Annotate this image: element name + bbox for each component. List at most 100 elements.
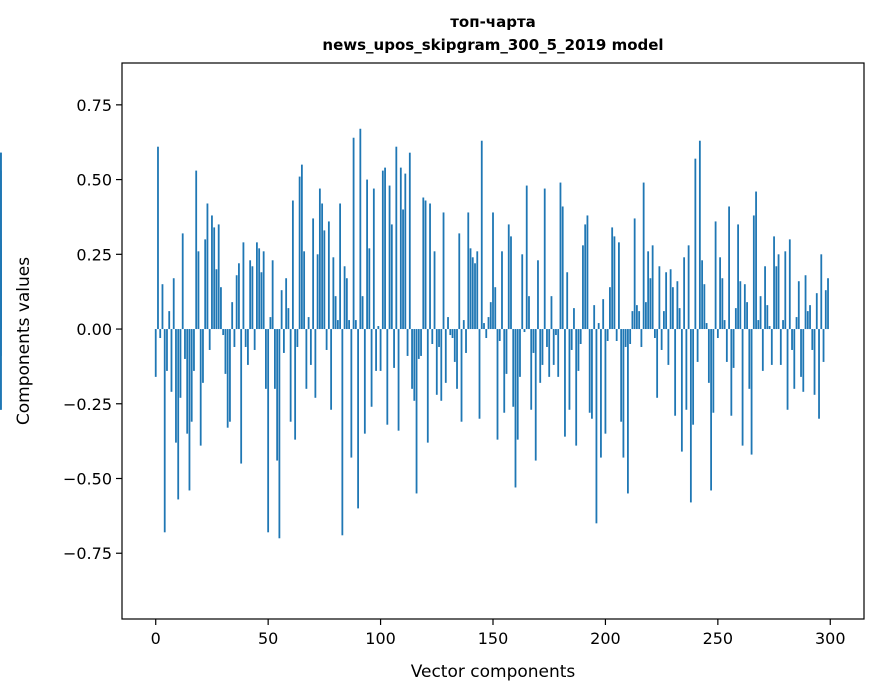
bar — [316, 254, 319, 330]
bar — [674, 329, 677, 416]
x-tick-label: 250 — [703, 629, 734, 648]
bar — [309, 329, 312, 365]
bar — [467, 212, 470, 330]
bar — [550, 296, 553, 330]
bar — [570, 329, 573, 350]
bar — [483, 323, 485, 330]
bar — [157, 146, 159, 330]
y-tick-label: −0.50 — [63, 470, 112, 489]
bar — [256, 242, 258, 330]
bar — [653, 329, 656, 339]
bar — [361, 296, 364, 330]
bar — [822, 329, 825, 362]
bar — [622, 329, 625, 458]
bar — [238, 263, 240, 330]
bar — [791, 329, 793, 350]
bar — [462, 320, 465, 330]
bar — [233, 329, 236, 347]
bar — [645, 302, 647, 330]
bar — [159, 329, 162, 339]
bar — [285, 278, 288, 330]
bar — [312, 218, 315, 330]
y-tick-label: 0.25 — [76, 245, 112, 264]
bar — [440, 329, 443, 401]
bar — [541, 329, 544, 365]
bar — [707, 329, 710, 383]
bar — [764, 266, 766, 330]
bar — [759, 296, 762, 330]
bar — [247, 329, 249, 365]
bar — [307, 317, 310, 330]
bar — [773, 236, 775, 330]
bar — [606, 329, 609, 341]
bar — [786, 329, 789, 410]
bar — [215, 269, 218, 330]
bar — [602, 299, 605, 330]
bar — [399, 167, 402, 330]
bar — [505, 329, 508, 374]
bar — [534, 329, 537, 461]
bar — [680, 329, 683, 452]
bar — [671, 287, 674, 330]
y-tick-label: 0.50 — [76, 171, 112, 190]
bar — [737, 224, 739, 330]
bar — [757, 320, 760, 330]
bar — [413, 329, 416, 401]
x-tick-label: 100 — [365, 629, 396, 648]
bar — [190, 329, 193, 422]
bar — [611, 227, 614, 330]
bar — [800, 329, 802, 377]
bar — [568, 329, 571, 410]
bar — [827, 278, 829, 330]
bars-group — [0, 128, 829, 539]
bar — [636, 305, 638, 330]
bar — [523, 329, 526, 333]
bar — [656, 329, 659, 398]
bar — [564, 329, 566, 437]
bar — [809, 305, 811, 330]
bar — [300, 164, 303, 330]
bar — [593, 305, 596, 330]
bar — [235, 275, 238, 330]
bar — [667, 329, 670, 365]
bar — [274, 329, 276, 389]
bar — [240, 329, 243, 464]
bar — [647, 251, 650, 330]
bar — [341, 329, 344, 536]
bar — [512, 329, 515, 407]
bar — [694, 158, 697, 330]
bar — [514, 329, 517, 488]
bar — [582, 245, 584, 330]
bar — [460, 329, 463, 422]
bar — [575, 329, 578, 446]
bar — [746, 302, 748, 330]
plot-area-frame — [121, 62, 865, 620]
bar — [618, 242, 620, 330]
bar — [732, 329, 735, 368]
bar — [442, 212, 445, 330]
bar — [516, 329, 519, 440]
bar — [327, 221, 330, 330]
bar — [649, 278, 652, 330]
bar — [577, 329, 580, 371]
bar — [595, 329, 598, 524]
bar — [433, 251, 436, 330]
bar — [716, 329, 719, 339]
bar — [478, 329, 481, 419]
bar — [579, 329, 582, 344]
bar — [734, 308, 737, 330]
bar — [291, 200, 294, 330]
bar — [249, 260, 252, 330]
bar — [359, 128, 362, 330]
bar — [258, 248, 261, 330]
bar — [213, 227, 216, 330]
bar — [546, 329, 548, 347]
bar — [489, 302, 492, 330]
bar — [343, 266, 346, 330]
bar — [624, 329, 627, 347]
bar — [804, 275, 807, 330]
bar — [208, 329, 211, 350]
bar — [231, 302, 234, 330]
bar — [723, 320, 726, 330]
bar — [431, 329, 434, 344]
